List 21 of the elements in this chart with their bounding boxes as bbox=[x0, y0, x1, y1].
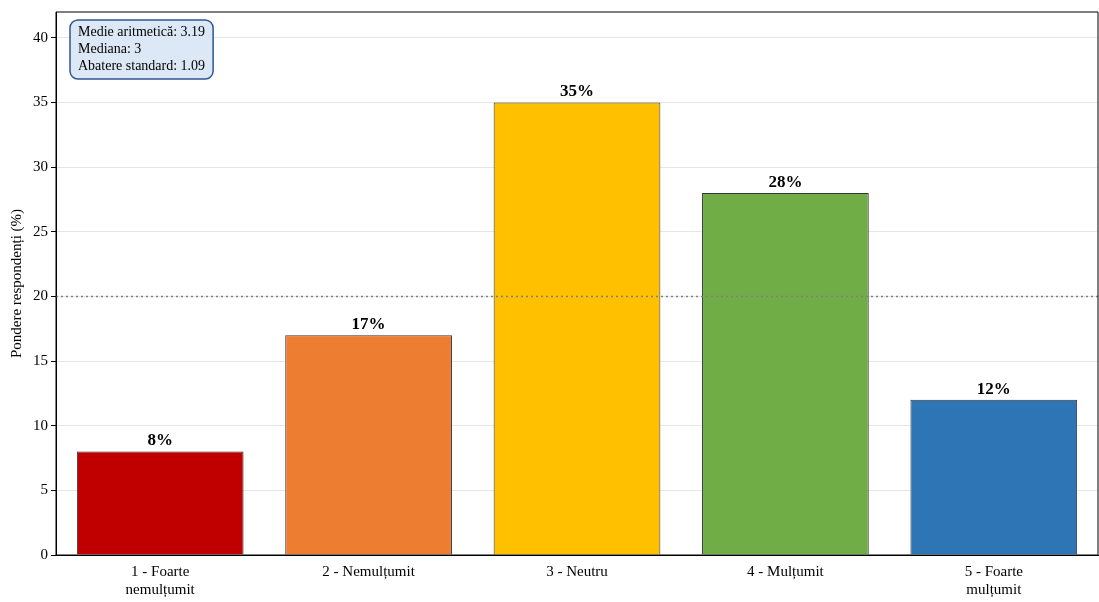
x-tick-label: 4 - Mulțumit bbox=[747, 562, 825, 580]
y-axis-title: Pondere respondenți (%) bbox=[7, 208, 25, 359]
y-tick-label: 40 bbox=[33, 28, 48, 45]
data-label: 28% bbox=[768, 171, 803, 191]
y-tick-label: 15 bbox=[33, 352, 48, 369]
data-label: 17% bbox=[351, 314, 386, 334]
y-tick-label: 0 bbox=[40, 545, 48, 562]
y-tick-label: 20 bbox=[33, 287, 48, 304]
annotation: Medie aritmetică: 3.19 Mediana: 3 Abatere standard: 1.09 bbox=[78, 23, 206, 73]
x-tick-label: 1 - Foarte nemulțumit bbox=[125, 562, 196, 598]
data-label: 35% bbox=[560, 81, 594, 101]
x-tick-label: 5 - Foarte mulțumit bbox=[964, 562, 1024, 598]
y-tick-label: 10 bbox=[33, 416, 48, 433]
x-tick-label: 3 - Neutru bbox=[546, 562, 609, 579]
y-tick-label: 35 bbox=[33, 93, 48, 110]
data-label: 8% bbox=[147, 430, 173, 450]
y-tick-label: 5 bbox=[40, 481, 48, 498]
y-tick-label: 30 bbox=[33, 158, 48, 175]
x-tick-label: 2 - Nemulțumit bbox=[322, 562, 416, 580]
y-tick-label: 25 bbox=[33, 222, 48, 239]
data-label: 12% bbox=[976, 378, 1011, 398]
